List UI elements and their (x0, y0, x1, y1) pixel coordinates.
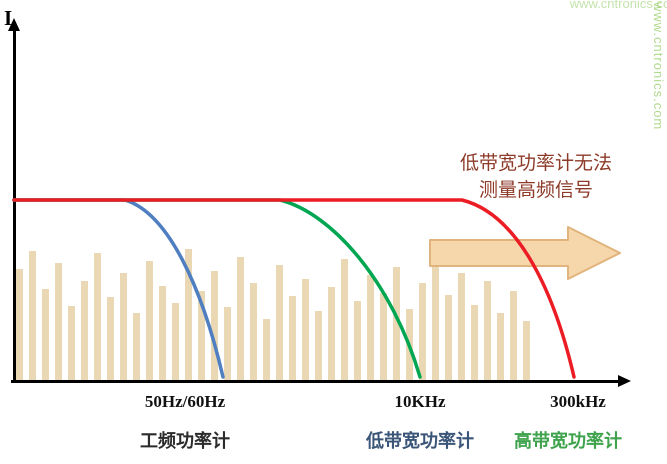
spectrum-bar (393, 267, 400, 381)
spectrum-bar (276, 265, 283, 381)
spectrum-bar (289, 296, 296, 381)
annotation-line1: 低带宽功率计无法 (459, 153, 612, 174)
spectrum-bar (250, 283, 257, 381)
spectrum-bar (107, 297, 114, 381)
spectrum-bar (484, 281, 491, 381)
spectrum-bar (263, 319, 270, 381)
spectrum-bar (16, 269, 23, 381)
x-axis-arrowhead-icon (618, 375, 631, 387)
spectrum-bar (172, 303, 179, 381)
spectrum-bar (185, 249, 192, 381)
spectrum-bars (16, 249, 530, 381)
x-axis-line (11, 380, 621, 383)
spectrum-bar (354, 301, 361, 381)
spectrum-bar (133, 313, 140, 381)
spectrum-bar (224, 307, 231, 381)
watermark-vertical: www.cntronics.com (651, 2, 666, 131)
spectrum-bar (55, 263, 62, 381)
spectrum-bar (120, 273, 127, 381)
x-tick-50hz: 50Hz/60Hz (144, 392, 226, 411)
spectrum-bar (510, 291, 517, 381)
spectrum-bar (159, 286, 166, 381)
x-tick-300khz: 300kHz (550, 392, 606, 411)
y-axis-arrowhead-icon (8, 18, 20, 31)
spectrum-bar (432, 255, 439, 381)
annotation-line2: 测量高频信号 (478, 180, 593, 201)
spectrum-bar (198, 291, 205, 381)
spectrum-bar (237, 257, 244, 381)
y-axis-line (13, 30, 16, 383)
spectrum-bar (81, 281, 88, 381)
spectrum-bar (341, 259, 348, 381)
label-high-bandwidth-meter: 高带宽功率计 (514, 431, 622, 451)
spectrum-bar (302, 279, 309, 381)
spectrum-bar (458, 273, 465, 381)
x-tick-10khz: 10KHz (394, 392, 446, 411)
watermark-top: www.cntronics.com (569, 0, 667, 11)
spectrum-bar (94, 253, 101, 381)
spectrum-bar (406, 309, 413, 381)
spectrum-bar (315, 311, 322, 381)
spectrum-bar (42, 289, 49, 381)
spectrum-bar (146, 261, 153, 381)
label-low-bandwidth-meter: 低带宽功率计 (366, 431, 474, 451)
spectrum-bar (211, 271, 218, 381)
spectrum-bar (497, 313, 504, 381)
spectrum-bar (419, 283, 426, 381)
label-powerfreq-meter: 工频功率计 (140, 431, 230, 451)
spectrum-bar (445, 295, 452, 381)
spectrum-bar (471, 305, 478, 381)
spectrum-bar (380, 293, 387, 381)
y-axis-label: I (4, 6, 13, 30)
spectrum-bar (367, 275, 374, 381)
spectrum-bar (68, 306, 75, 381)
annotation: 低带宽功率计无法 测量高频信号 (432, 150, 640, 204)
spectrum-bar (328, 287, 335, 381)
spectrum-bar (523, 321, 530, 381)
spectrum-bar (29, 251, 36, 381)
